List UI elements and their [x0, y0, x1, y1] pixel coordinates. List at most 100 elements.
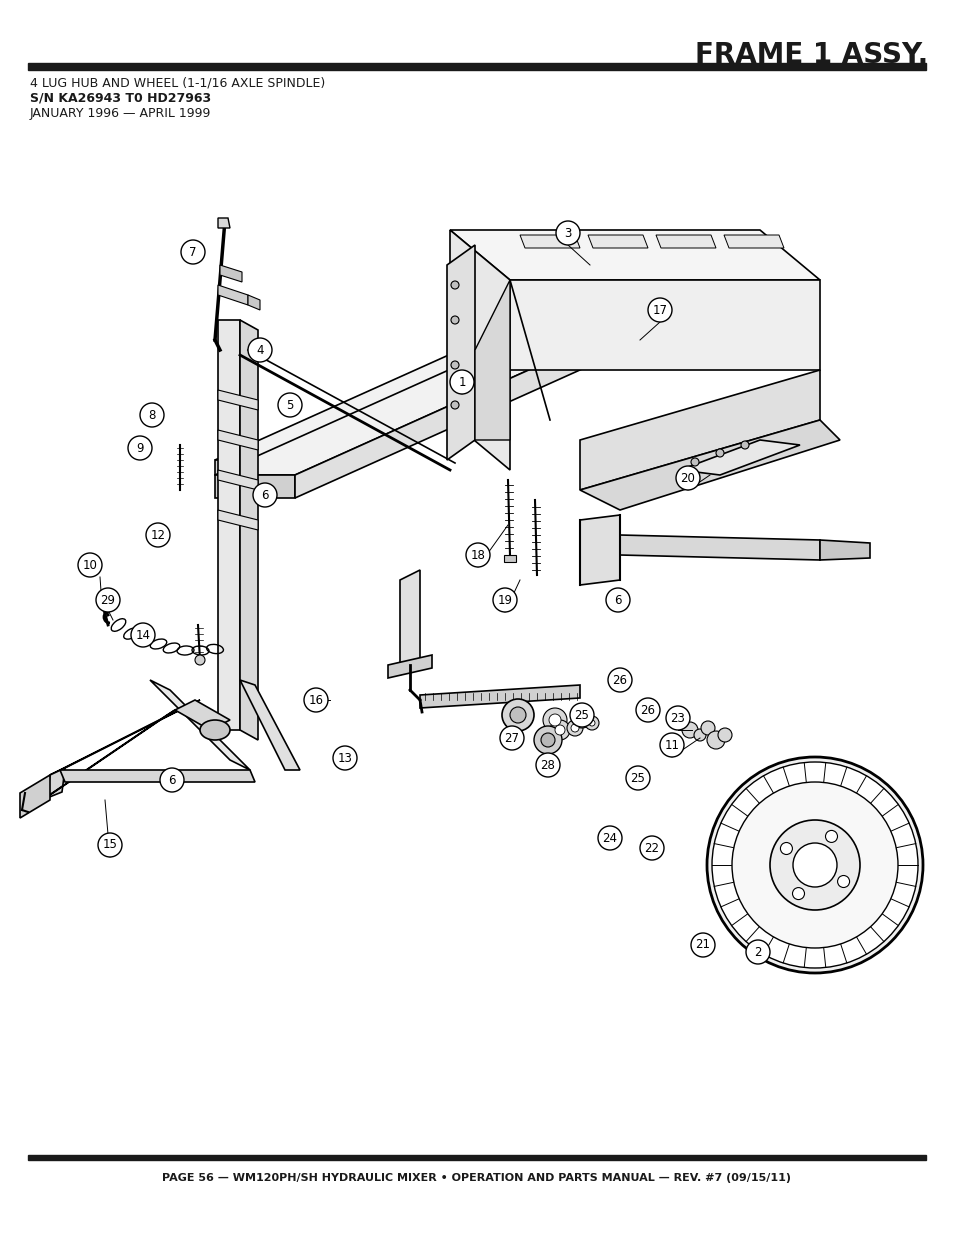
Circle shape [566, 720, 582, 736]
Circle shape [128, 436, 152, 459]
Text: 25: 25 [574, 709, 589, 721]
Ellipse shape [200, 720, 230, 740]
Text: 28: 28 [540, 758, 555, 772]
Circle shape [501, 699, 534, 731]
Circle shape [465, 543, 490, 567]
Polygon shape [510, 280, 820, 370]
Circle shape [304, 688, 328, 713]
Text: 13: 13 [337, 752, 352, 764]
Text: 22: 22 [644, 841, 659, 855]
Circle shape [451, 316, 458, 324]
Text: 20: 20 [679, 472, 695, 484]
Circle shape [605, 588, 629, 613]
Circle shape [253, 483, 276, 508]
Circle shape [745, 940, 769, 965]
Circle shape [181, 240, 205, 264]
Text: 6: 6 [168, 773, 175, 787]
Polygon shape [240, 680, 299, 769]
Polygon shape [214, 459, 294, 475]
Text: 16: 16 [308, 694, 323, 706]
Polygon shape [218, 510, 257, 530]
Polygon shape [50, 700, 200, 776]
Circle shape [540, 734, 555, 747]
Circle shape [571, 724, 578, 732]
Polygon shape [519, 235, 579, 248]
Bar [28, 1155, 925, 1160]
Text: 25: 25 [630, 772, 645, 784]
Text: 6: 6 [614, 594, 621, 606]
Polygon shape [240, 320, 257, 740]
Polygon shape [503, 555, 516, 562]
Polygon shape [218, 285, 248, 305]
Text: 9: 9 [136, 441, 144, 454]
Circle shape [740, 441, 748, 450]
Circle shape [711, 762, 917, 968]
Text: 11: 11 [664, 739, 679, 752]
Polygon shape [820, 540, 869, 559]
Circle shape [824, 830, 837, 842]
Text: PAGE 56 — WM120PH/SH HYDRAULIC MIXER • OPERATION AND PARTS MANUAL — REV. #7 (09/: PAGE 56 — WM120PH/SH HYDRAULIC MIXER • O… [162, 1173, 791, 1183]
Circle shape [146, 522, 170, 547]
Text: 26: 26 [639, 704, 655, 716]
Circle shape [550, 720, 569, 740]
Polygon shape [218, 430, 257, 450]
Circle shape [248, 338, 272, 362]
Circle shape [607, 668, 631, 692]
Circle shape [577, 713, 586, 722]
Circle shape [131, 622, 154, 647]
Text: 2: 2 [754, 946, 760, 958]
Polygon shape [150, 680, 250, 769]
Circle shape [716, 450, 723, 457]
Circle shape [96, 588, 120, 613]
Text: 4 LUG HUB AND WHEEL (1-1/16 AXLE SPINDLE): 4 LUG HUB AND WHEEL (1-1/16 AXLE SPINDLE… [30, 77, 325, 89]
Circle shape [659, 734, 683, 757]
Text: 1: 1 [457, 375, 465, 389]
Circle shape [194, 655, 205, 664]
Polygon shape [447, 245, 475, 459]
Polygon shape [218, 219, 230, 228]
Circle shape [555, 725, 564, 735]
Text: JANUARY 1996 — APRIL 1999: JANUARY 1996 — APRIL 1999 [30, 106, 212, 120]
Text: S/N KA26943 T0 HD27963: S/N KA26943 T0 HD27963 [30, 91, 211, 105]
Text: 3: 3 [564, 226, 571, 240]
Circle shape [451, 282, 458, 289]
Polygon shape [587, 235, 647, 248]
Text: 8: 8 [148, 409, 155, 421]
Circle shape [792, 888, 803, 899]
Circle shape [625, 766, 649, 790]
Circle shape [690, 932, 714, 957]
Bar [28, 63, 925, 70]
Circle shape [584, 716, 598, 730]
Circle shape [548, 714, 560, 726]
Polygon shape [723, 235, 783, 248]
Polygon shape [579, 515, 619, 585]
Circle shape [718, 727, 731, 742]
Circle shape [636, 698, 659, 722]
Circle shape [534, 726, 561, 755]
Circle shape [639, 836, 663, 860]
Circle shape [450, 370, 474, 394]
Polygon shape [60, 769, 254, 782]
Circle shape [706, 757, 923, 973]
Text: 14: 14 [135, 629, 151, 641]
Polygon shape [214, 475, 294, 498]
Circle shape [676, 466, 700, 490]
Text: 17: 17 [652, 304, 667, 316]
Polygon shape [450, 230, 510, 471]
Circle shape [693, 729, 705, 741]
Circle shape [700, 721, 714, 735]
Circle shape [493, 588, 517, 613]
Circle shape [333, 746, 356, 769]
Polygon shape [475, 280, 510, 440]
Polygon shape [248, 295, 260, 310]
Text: 24: 24 [602, 831, 617, 845]
Polygon shape [174, 700, 230, 730]
Circle shape [556, 221, 579, 245]
Text: FRAME 1 ASSY.: FRAME 1 ASSY. [694, 41, 927, 69]
Circle shape [837, 876, 849, 888]
Circle shape [98, 832, 122, 857]
Circle shape [78, 553, 102, 577]
Polygon shape [214, 320, 639, 475]
Circle shape [665, 706, 689, 730]
Polygon shape [294, 305, 639, 475]
